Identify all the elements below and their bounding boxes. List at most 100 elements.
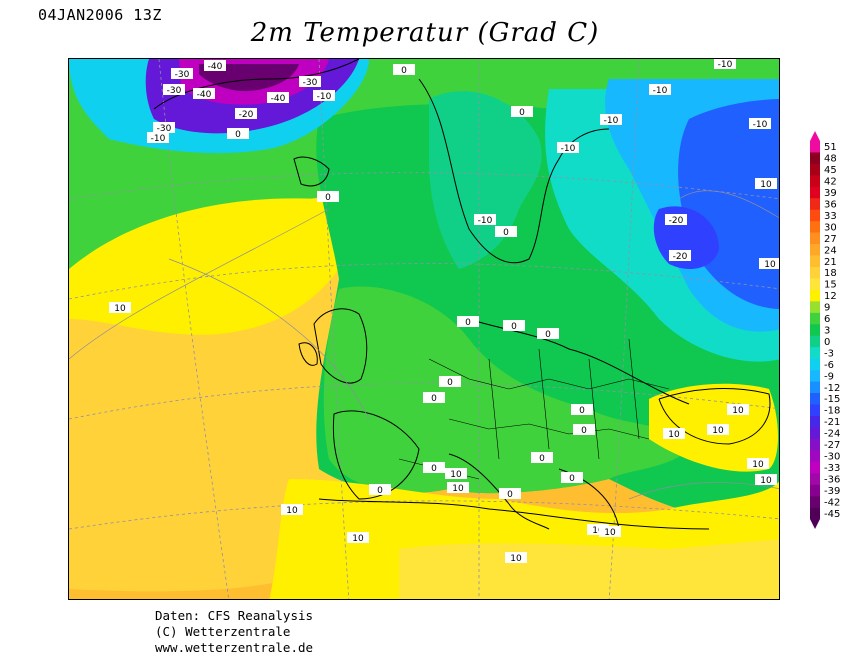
svg-text:-20: -20 [669, 216, 684, 226]
isotherm-label: 10 [505, 552, 527, 564]
legend-level-label: 3 [824, 326, 830, 337]
svg-text:10: 10 [510, 554, 522, 564]
svg-text:10: 10 [760, 180, 772, 190]
legend-level-label: -24 [824, 429, 840, 440]
legend-swatch [810, 301, 820, 314]
legend-swatch [810, 209, 820, 222]
isotherm-label: -40 [193, 88, 215, 100]
svg-text:-10: -10 [478, 216, 493, 226]
legend-swatch [810, 415, 820, 428]
legend-swatch [810, 289, 820, 302]
isotherm-label: 10 [755, 474, 777, 486]
svg-text:10: 10 [668, 430, 680, 440]
isotherm-label: -10 [600, 114, 622, 126]
legend-level-label: -21 [824, 417, 840, 428]
isotherm-label: 0 [571, 404, 593, 416]
chart-title: 2m Temperatur (Grad C) [250, 18, 600, 48]
legend-level-label: -3 [824, 348, 834, 359]
legend-swatch [810, 347, 820, 359]
legend-level-label: -42 [824, 497, 840, 508]
isotherm-label: -20 [669, 250, 691, 262]
svg-text:0: 0 [579, 406, 585, 416]
isotherm-label: 10 [109, 302, 131, 314]
legend-swatch [810, 335, 820, 348]
timestamp: 04JAN2006 13Z [38, 6, 162, 24]
isotherm-label: -10 [557, 142, 579, 154]
svg-text:10: 10 [352, 534, 364, 544]
svg-text:10: 10 [764, 260, 776, 270]
isotherm-label: 0 [439, 376, 461, 388]
isotherm-label: 0 [561, 472, 583, 484]
legend-level-label: -33 [824, 463, 840, 474]
credits-website: www.wetterzentrale.de [155, 640, 314, 655]
legend-level-label: 48 [824, 154, 837, 165]
legend-level-label: 15 [824, 280, 837, 291]
svg-text:10: 10 [114, 304, 126, 314]
legend-swatch [810, 175, 820, 188]
svg-text:-40: -40 [271, 94, 286, 104]
svg-text:-40: -40 [197, 90, 212, 100]
isotherm-label: -10 [313, 90, 335, 102]
isotherm-label: -30 [299, 76, 321, 88]
legend-level-label: 39 [824, 188, 837, 199]
svg-text:10: 10 [712, 426, 724, 436]
legend-level-label: 21 [824, 257, 837, 268]
isotherm-label: 0 [499, 488, 521, 500]
graticule [69, 59, 779, 599]
isotherm-label: 0 [393, 64, 415, 76]
legend-arrow-top [810, 131, 820, 141]
legend-swatch [810, 358, 820, 371]
legend-swatch [810, 381, 820, 394]
isotherm-label: 10 [281, 504, 303, 516]
svg-text:10: 10 [286, 506, 298, 516]
map-canvas: -40 -40 -30 -30 -30 -30 -40 -20 -10 -10 … [69, 59, 779, 599]
isotherm-label: 10 [747, 458, 769, 470]
isotherm-label: 0 [495, 226, 517, 238]
legend-swatch [810, 324, 820, 337]
svg-text:-30: -30 [175, 70, 190, 80]
zone-scandinavia-0 [429, 91, 542, 269]
credits-data-source: Daten: CFS Reanalysis [155, 608, 314, 623]
zone-atlantic-yellow-12 [69, 198, 351, 335]
legend-swatch [810, 244, 820, 256]
legend-swatch [810, 370, 820, 382]
svg-text:-10: -10 [561, 144, 576, 154]
legend-swatch [810, 427, 820, 440]
svg-text:-10: -10 [151, 134, 166, 144]
color-scale-svg: 51484542393633302724211815129630-3-6-9-1… [810, 131, 840, 529]
legend-swatch [810, 438, 820, 451]
isotherm-label: 10 [727, 404, 749, 416]
legend-level-label: -45 [824, 509, 840, 520]
isotherm-label: -10 [749, 118, 771, 130]
legend-level-label: 42 [824, 177, 837, 188]
svg-text:0: 0 [507, 490, 513, 500]
credits-copyright: (C) Wetterzentrale [155, 624, 291, 639]
legend-swatch [810, 163, 820, 176]
legend-level-label: -36 [824, 474, 840, 485]
legend-level-label: 12 [824, 291, 837, 302]
legend-level-label: 36 [824, 200, 837, 211]
legend-swatch [810, 404, 820, 417]
isotherm-label: -20 [235, 108, 257, 120]
isotherm-label: 10 [663, 428, 685, 440]
svg-text:10: 10 [604, 528, 616, 538]
isotherm-label: 0 [537, 328, 559, 340]
svg-text:-30: -30 [167, 86, 182, 96]
svg-text:0: 0 [569, 474, 575, 484]
isotherm-label: -20 [665, 214, 687, 226]
legend-swatch [810, 507, 820, 520]
legend-swatch [810, 232, 820, 245]
legend-swatch [810, 473, 820, 485]
svg-text:-10: -10 [604, 116, 619, 126]
isotherm-label: 0 [423, 462, 445, 474]
isotherm-label: 0 [531, 452, 553, 464]
zone-europe-6 [323, 286, 689, 494]
legend-swatch [810, 255, 820, 268]
svg-text:10: 10 [760, 476, 772, 486]
isotherm-label: 0 [511, 106, 533, 118]
legend-level-label: -18 [824, 406, 840, 417]
legend-swatch [810, 267, 820, 279]
isotherm-label: 0 [457, 316, 479, 328]
isotherm-label: -30 [163, 84, 185, 96]
temperature-map: -40 -40 -30 -30 -30 -30 -40 -20 -10 -10 … [68, 58, 780, 600]
